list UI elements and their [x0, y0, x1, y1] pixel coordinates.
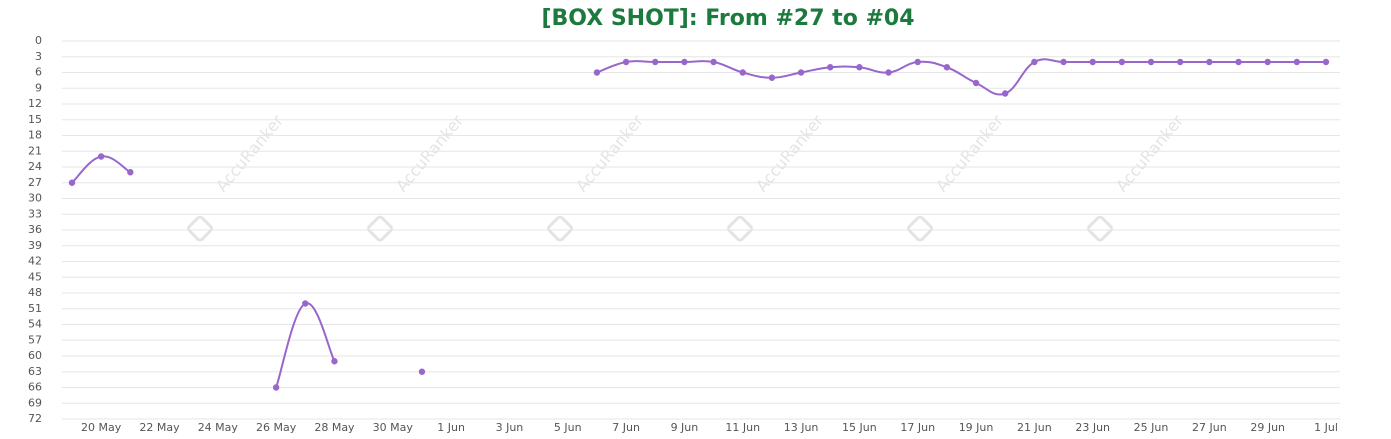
y-tick-label: 57 [28, 333, 42, 346]
point [943, 64, 951, 71]
point [652, 58, 659, 66]
y-tick-label: 9 [35, 81, 42, 94]
watermark-icon [547, 215, 573, 242]
watermark-icon [1087, 215, 1113, 242]
x-tick-label: 1 Jun [437, 421, 465, 434]
x-tick-label: 13 Jun [784, 421, 819, 434]
point [1060, 58, 1067, 66]
y-tick-label: 42 [28, 255, 42, 268]
point [593, 69, 601, 76]
x-tick-label: 11 Jun [725, 421, 760, 434]
point [1118, 58, 1126, 66]
point [710, 58, 717, 66]
line [71, 58, 1326, 388]
y-tick-label: 15 [28, 113, 42, 126]
x-tick-label: 23 Jun [1075, 421, 1110, 434]
point [1176, 58, 1184, 66]
point [1002, 90, 1009, 97]
y-tick-label: 63 [28, 365, 42, 378]
y-tick-label: 0 [35, 34, 42, 47]
point [1264, 58, 1271, 66]
point [302, 300, 309, 307]
point [739, 69, 746, 76]
y-tick-label: 27 [28, 176, 42, 189]
point [972, 79, 980, 87]
x-tick-label: 9 Jun [671, 421, 699, 434]
x-tick-label: 3 Jun [496, 421, 524, 434]
watermark-icon [907, 215, 933, 242]
y-tick-label: 6 [35, 66, 42, 79]
point [68, 179, 76, 186]
x-tick-label: 25 Jun [1134, 421, 1169, 434]
y-tick-label: 54 [28, 318, 42, 331]
y-tick-label: 60 [28, 349, 42, 362]
watermark-icon [367, 215, 393, 242]
point [1031, 58, 1038, 66]
y-tick-label: 48 [28, 286, 42, 299]
point [97, 153, 105, 160]
point [914, 58, 921, 66]
x-tick-label: 20 May [81, 421, 122, 434]
point [827, 64, 834, 71]
x-tick-label: 15 Jun [842, 421, 877, 434]
x-tick-label: 17 Jun [900, 421, 935, 434]
point [856, 64, 863, 71]
y-tick-label: 21 [28, 144, 42, 157]
watermark-icon [187, 215, 213, 242]
x-tick-label: 29 Jun [1250, 421, 1285, 434]
point [885, 69, 892, 76]
x-tick-label: 19 Jun [959, 421, 994, 434]
x-tick-label: 5 Jun [554, 421, 582, 434]
point [1147, 58, 1155, 66]
x-tick-label: 22 May [139, 421, 180, 434]
y-tick-label: 69 [28, 396, 42, 409]
x-tick-label: 1 Jul [1314, 421, 1338, 434]
x-tick-label: 26 May [256, 421, 297, 434]
x-tick-label: 30 May [373, 421, 414, 434]
point [1293, 58, 1301, 66]
x-tick-label: 27 Jun [1192, 421, 1227, 434]
y-tick-label: 72 [28, 412, 42, 425]
y-tick-label: 3 [35, 50, 42, 63]
y-tick-label: 51 [28, 302, 42, 315]
x-tick-label: 24 May [198, 421, 239, 434]
point [1089, 58, 1096, 66]
y-tick-label: 18 [28, 129, 42, 142]
y-tick-label: 45 [28, 270, 42, 283]
y-tick-label: 33 [28, 207, 42, 220]
x-tick-label: 21 Jun [1017, 421, 1052, 434]
watermark-icon [727, 215, 753, 242]
point [1206, 58, 1213, 66]
point [622, 58, 630, 66]
y-tick-label: 24 [28, 160, 42, 173]
y-tick-label: 36 [28, 223, 42, 236]
point [272, 384, 280, 391]
y-tick-label: 12 [28, 97, 42, 110]
y-tick-label: 66 [28, 381, 42, 394]
point [768, 74, 776, 81]
x-tick-label: 7 Jun [612, 421, 640, 434]
point [331, 358, 338, 365]
point [1235, 58, 1242, 66]
x-tick-label: 28 May [314, 421, 355, 434]
point [1322, 58, 1330, 66]
point [797, 69, 805, 76]
y-tick-label: 39 [28, 239, 42, 252]
point [418, 368, 426, 375]
point [127, 169, 134, 176]
point [681, 58, 688, 66]
chart-title: [BOX SHOT]: From #27 to #04 [541, 6, 914, 31]
y-tick-label: 30 [28, 192, 42, 205]
